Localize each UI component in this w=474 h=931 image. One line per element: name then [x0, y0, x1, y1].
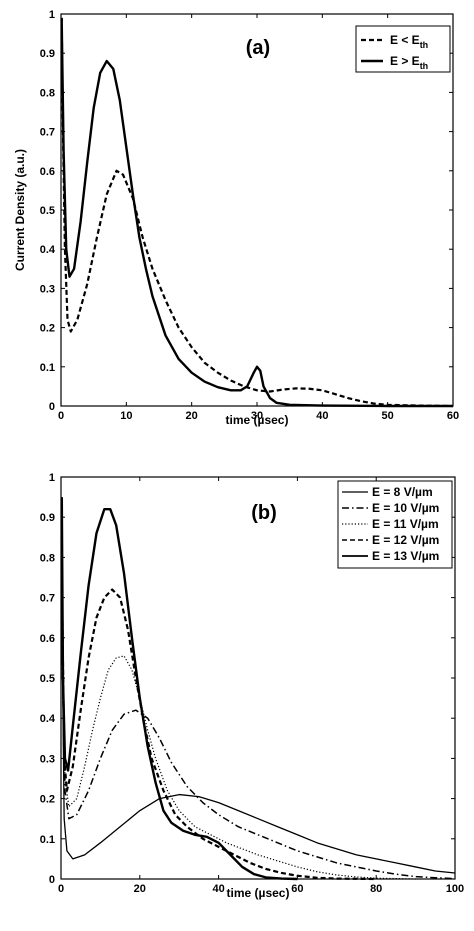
y-tick-label: 1 [49, 9, 55, 21]
y-tick-label: 0.1 [40, 362, 55, 374]
x-tick-label: 0 [58, 410, 64, 422]
y-tick-label: 0.7 [40, 593, 55, 605]
y-tick-label: 0.9 [40, 512, 55, 524]
series-lines-b [60, 497, 456, 881]
x-tick-label: 60 [447, 410, 459, 422]
legend-label-b-1: E = 10 V/µm [372, 501, 439, 515]
series-line-a-0 [60, 17, 454, 408]
y-tick-label: 0.7 [40, 127, 55, 139]
series-line-b-0 [61, 637, 456, 874]
x-tick-label: 100 [446, 883, 464, 895]
x-tick-label: 60 [291, 883, 303, 895]
y-tick-label: 0.6 [40, 633, 55, 645]
x-tick-label: 50 [382, 410, 394, 422]
x-tick-label: 20 [186, 410, 198, 422]
series-lines-a [60, 17, 454, 408]
y-tick-label: 0.2 [40, 794, 55, 806]
y-tick-label: 0 [49, 874, 55, 886]
x-ticks-a: 0 10 20 30 40 50 60 [58, 14, 459, 422]
panel-label-b: (b) [251, 502, 277, 524]
legend-label-b-3: E = 12 V/µm [372, 533, 439, 547]
y-ticks-b: 0 0.1 0.2 0.3 0.4 0.5 0.6 0.7 0.8 0.9 1 [40, 472, 455, 886]
y-tick-label: 0.5 [40, 205, 55, 217]
y-tick-label: 0.3 [40, 753, 55, 765]
legend-label-b-0: E = 8 V/µm [372, 485, 433, 499]
series-line-b-1 [61, 657, 456, 880]
y-tick-label: 0 [49, 401, 55, 413]
panel-a: 0 0.1 0.2 0.3 0.4 0.5 0.6 0.7 0.8 0.9 1 0 10 20 30 40 5… [13, 9, 459, 427]
series-line-b-3 [61, 588, 377, 881]
y-tick-label: 0.8 [40, 552, 55, 564]
legend-box-a [355, 25, 451, 73]
y-tick-label: 0.3 [40, 283, 55, 295]
y-tick-label: 0.4 [40, 244, 56, 256]
panel-label-a: (a) [246, 37, 270, 59]
legend-a: E < Eth E > Eth [355, 25, 451, 73]
x-tick-label: 40 [316, 410, 328, 422]
series-line-a-1 [60, 17, 453, 408]
x-axis-label-a: time (µsec) [226, 413, 289, 427]
x-axis-label-b: time (µsec) [227, 886, 290, 900]
x-tick-label: 20 [134, 883, 146, 895]
y-tick-label: 0.4 [40, 713, 56, 725]
y-ticks-a: 0 0.1 0.2 0.3 0.4 0.5 0.6 0.7 0.8 0.9 1 [40, 9, 453, 413]
legend-b: E = 8 V/µm E = 10 V/µm E = 11 V/µm E = 1… [337, 480, 453, 569]
y-tick-label: 0.8 [40, 87, 55, 99]
legend-label-a-0: E < Eth [390, 33, 428, 50]
y-tick-label: 1 [49, 472, 55, 484]
y-tick-label: 0.1 [40, 834, 55, 846]
x-ticks-b: 0 20 40 60 80 100 [58, 477, 464, 895]
x-tick-label: 30 [251, 410, 263, 422]
legend-label-a-1: E > Eth [390, 54, 428, 71]
y-axis-label-a: Current Density (a.u.) [13, 149, 27, 271]
series-line-b-2 [61, 637, 416, 880]
y-tick-label: 0.5 [40, 673, 55, 685]
x-tick-label: 80 [370, 883, 382, 895]
x-tick-label: 0 [58, 883, 64, 895]
x-tick-label: 40 [212, 883, 224, 895]
legend-box-b [337, 480, 453, 569]
panel-b: 0 0.1 0.2 0.3 0.4 0.5 0.6 0.7 0.8 0.9 1 0 20 40 60 80 1… [40, 472, 464, 900]
legend-label-b-4: E = 13 V/µm [372, 549, 439, 563]
x-tick-label: 10 [120, 410, 132, 422]
legend-label-b-2: E = 11 V/µm [372, 517, 439, 531]
series-line-b-4 [60, 497, 298, 881]
y-tick-label: 0.6 [40, 166, 55, 178]
y-tick-label: 0.2 [40, 323, 55, 335]
plot-frame-a [60, 13, 454, 407]
y-tick-label: 0.9 [40, 48, 55, 60]
